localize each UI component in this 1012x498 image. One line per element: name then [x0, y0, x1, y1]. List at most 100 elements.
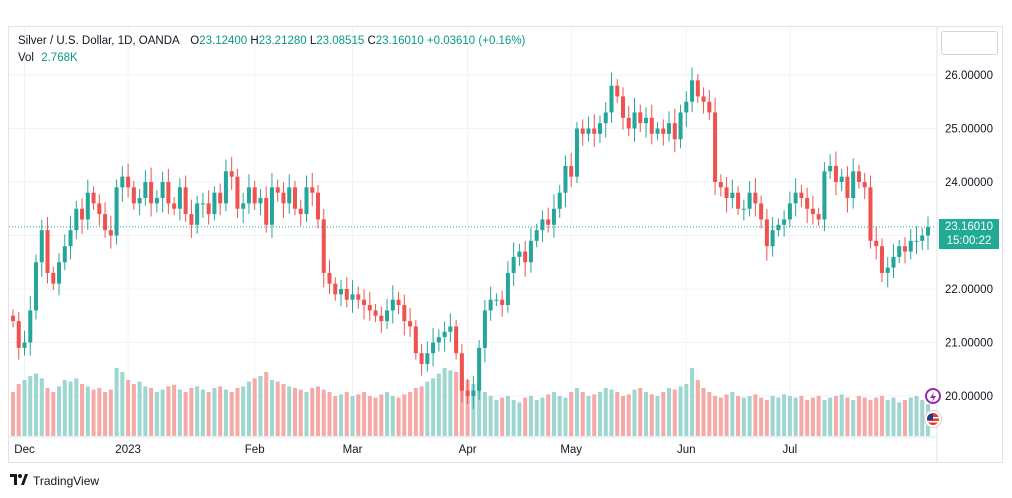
candle-body — [408, 321, 413, 327]
brand-name: TradingView — [33, 473, 100, 488]
volume-value: 2.768K — [41, 52, 78, 64]
volume-bar — [189, 388, 194, 436]
candle-body — [103, 214, 108, 231]
candle-body — [759, 203, 764, 220]
volume-bar — [103, 392, 108, 436]
y-tick-label: 20.00000 — [945, 391, 993, 403]
candle-body — [477, 347, 482, 391]
volume-bar — [736, 396, 741, 436]
candle-body — [85, 192, 90, 220]
candle-body — [304, 187, 309, 215]
volume-bar — [759, 397, 764, 436]
candle-body — [782, 219, 787, 225]
candle-body — [753, 192, 758, 204]
candle-body — [580, 128, 585, 134]
volume-bar — [246, 381, 251, 436]
candle-body — [246, 187, 251, 204]
volume-bar — [327, 392, 332, 436]
candle-body — [137, 198, 142, 204]
volume-bar — [310, 388, 315, 436]
volume-bar — [315, 386, 321, 436]
volume-bar — [488, 396, 493, 436]
candle-body — [718, 182, 723, 188]
lightning-event-icon[interactable] — [925, 388, 941, 404]
volume-bar — [402, 394, 407, 436]
candle-body — [39, 230, 44, 263]
volume-bar — [828, 397, 833, 436]
volume-bar — [874, 397, 879, 436]
candle-body — [229, 171, 234, 177]
volume-bar — [91, 389, 96, 436]
x-tick-label: Jul — [783, 444, 798, 456]
volume-bar — [385, 392, 390, 436]
volume-legend: Vol 2.768K — [18, 52, 78, 64]
candle-body — [195, 203, 200, 225]
candle-body — [891, 256, 896, 268]
volume-bar — [396, 397, 401, 436]
brand-footer[interactable]: TradingView — [10, 473, 99, 488]
volume-bar — [408, 392, 413, 436]
candle-body — [770, 230, 775, 247]
volume-bar — [16, 384, 21, 436]
candle-body — [373, 310, 378, 316]
us-flag-event-icon[interactable] — [925, 411, 941, 427]
candle-body — [471, 390, 476, 396]
volume-bar — [805, 400, 810, 436]
candle-body — [91, 192, 96, 204]
volume-bar — [897, 402, 902, 436]
volume-bar — [68, 381, 73, 436]
volume-bar — [367, 396, 372, 436]
volume-bar — [379, 394, 384, 436]
volume-bar — [264, 372, 269, 436]
candle-body — [672, 123, 677, 140]
y-tick-label: 25.00000 — [945, 124, 993, 136]
candle-body — [615, 85, 620, 97]
volume-bar — [707, 392, 712, 436]
candle-body — [131, 187, 136, 204]
candle-body — [494, 299, 499, 301]
volume-bar — [885, 400, 890, 436]
candle-body — [10, 315, 16, 322]
volume-bar — [597, 392, 602, 436]
volume-bar — [350, 396, 355, 436]
volume-bar — [442, 368, 447, 436]
bar-countdown: 15:00:22 — [946, 235, 992, 247]
volume-bar — [580, 392, 585, 436]
candle-body — [396, 299, 401, 306]
volume-bar — [563, 397, 568, 436]
candle-body — [379, 315, 384, 322]
volume-bar — [373, 397, 378, 436]
volume-bar — [684, 384, 689, 436]
volume-bar — [776, 397, 781, 436]
candle-body — [793, 192, 798, 204]
candle-body — [690, 80, 695, 102]
volume-bar — [344, 392, 349, 436]
candle-body — [344, 289, 349, 300]
price-axis-settings-box[interactable] — [941, 31, 998, 55]
candle-body — [454, 326, 459, 354]
candle-body — [45, 230, 50, 273]
candle-body — [28, 310, 33, 343]
candle-body — [810, 208, 815, 215]
y-tick-label: 22.00000 — [945, 284, 993, 296]
volume-bar — [62, 380, 67, 436]
candle-body — [57, 262, 62, 284]
volume-bar — [540, 397, 545, 436]
candle-body — [281, 192, 286, 204]
volume-bar — [620, 396, 626, 436]
candle-body — [22, 342, 27, 348]
candle-body — [833, 165, 838, 182]
volume-bar — [747, 396, 752, 436]
candle-body — [678, 112, 683, 140]
volume-bar — [632, 389, 637, 436]
candle-body — [701, 96, 706, 102]
volume-bar — [557, 396, 562, 436]
candle-body — [218, 192, 223, 204]
volume-bar — [902, 400, 907, 436]
volume-bar — [229, 392, 234, 436]
volume-bar — [891, 397, 896, 436]
volume-bar — [74, 378, 79, 436]
candle-body — [874, 240, 879, 247]
candle-body — [805, 198, 810, 209]
